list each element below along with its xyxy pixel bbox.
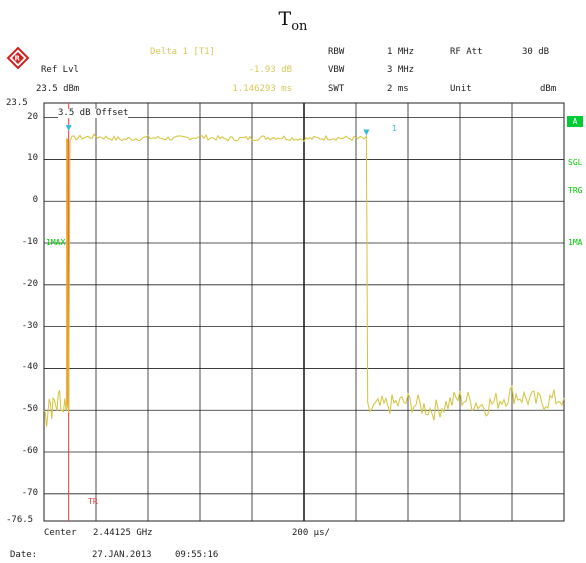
trace-label-right: 1MA: [568, 238, 583, 247]
marker-number: 1: [392, 124, 397, 133]
vbw-value: 3 MHz: [387, 65, 415, 75]
status-box-a: A: [567, 116, 583, 127]
center-label: Center: [44, 528, 77, 538]
span-value: 200 µs/: [292, 528, 330, 538]
time-value: 09:55:16: [175, 550, 219, 560]
rohde-schwarz-logo: R: [6, 46, 30, 70]
y-tick-label: -60: [21, 446, 38, 457]
reference-marker-symbol: [65, 125, 72, 131]
y-tick-label: -40: [21, 362, 38, 373]
title-sub: on: [291, 19, 308, 34]
y-tick-label: -10: [21, 237, 38, 248]
y-top-label: 23.5: [6, 98, 28, 108]
sgl-annotation: SGL: [568, 158, 583, 167]
title-main: T: [278, 8, 292, 30]
y-tick-label: -20: [21, 278, 38, 289]
date-label: Date:: [10, 550, 38, 560]
trg-annotation: TRG: [568, 186, 583, 195]
trace-1max: [43, 133, 565, 427]
center-value: 2.44125 GHz: [93, 528, 153, 538]
rbw-label: RBW: [328, 47, 345, 57]
ref-level-label: Ref Lvl: [41, 65, 79, 75]
y-tick-label: -70: [21, 487, 38, 498]
y-tick-label: -50: [21, 404, 38, 415]
marker-delta-label: Delta 1 [T1]: [150, 47, 216, 57]
y-tick-label: 20: [27, 111, 38, 122]
y-tick-label: 10: [27, 153, 38, 164]
marker-delta-level: -1.93 dB: [248, 65, 292, 75]
rbw-value: 1 MHz: [387, 47, 415, 57]
date-value: 27.JAN.2013: [92, 550, 152, 560]
svg-text:R: R: [15, 55, 21, 63]
chart-title: Ton: [0, 8, 586, 34]
y-tick-label: 0: [32, 195, 38, 206]
rf-att-value: 30 dB: [522, 47, 550, 57]
offset-label: 3.5 dB Offset: [58, 108, 129, 118]
unit-label: Unit: [450, 84, 472, 94]
swt-label: SWT: [328, 84, 345, 94]
trace-label-left: 1MAX: [46, 238, 66, 247]
marker-delta-time: 1.146293 ms: [232, 84, 292, 94]
unit-value: dBm: [540, 84, 557, 94]
swt-value: 2 ms: [387, 84, 409, 94]
trigger-label: TR: [88, 497, 98, 506]
y-bottom-label: -76.5: [6, 515, 34, 525]
ref-level-value: 23.5 dBm: [36, 84, 80, 94]
rf-att-label: RF Att: [450, 47, 483, 57]
y-tick-label: -30: [21, 320, 38, 331]
delta-marker-symbol: [363, 129, 370, 136]
vbw-label: VBW: [328, 65, 345, 75]
